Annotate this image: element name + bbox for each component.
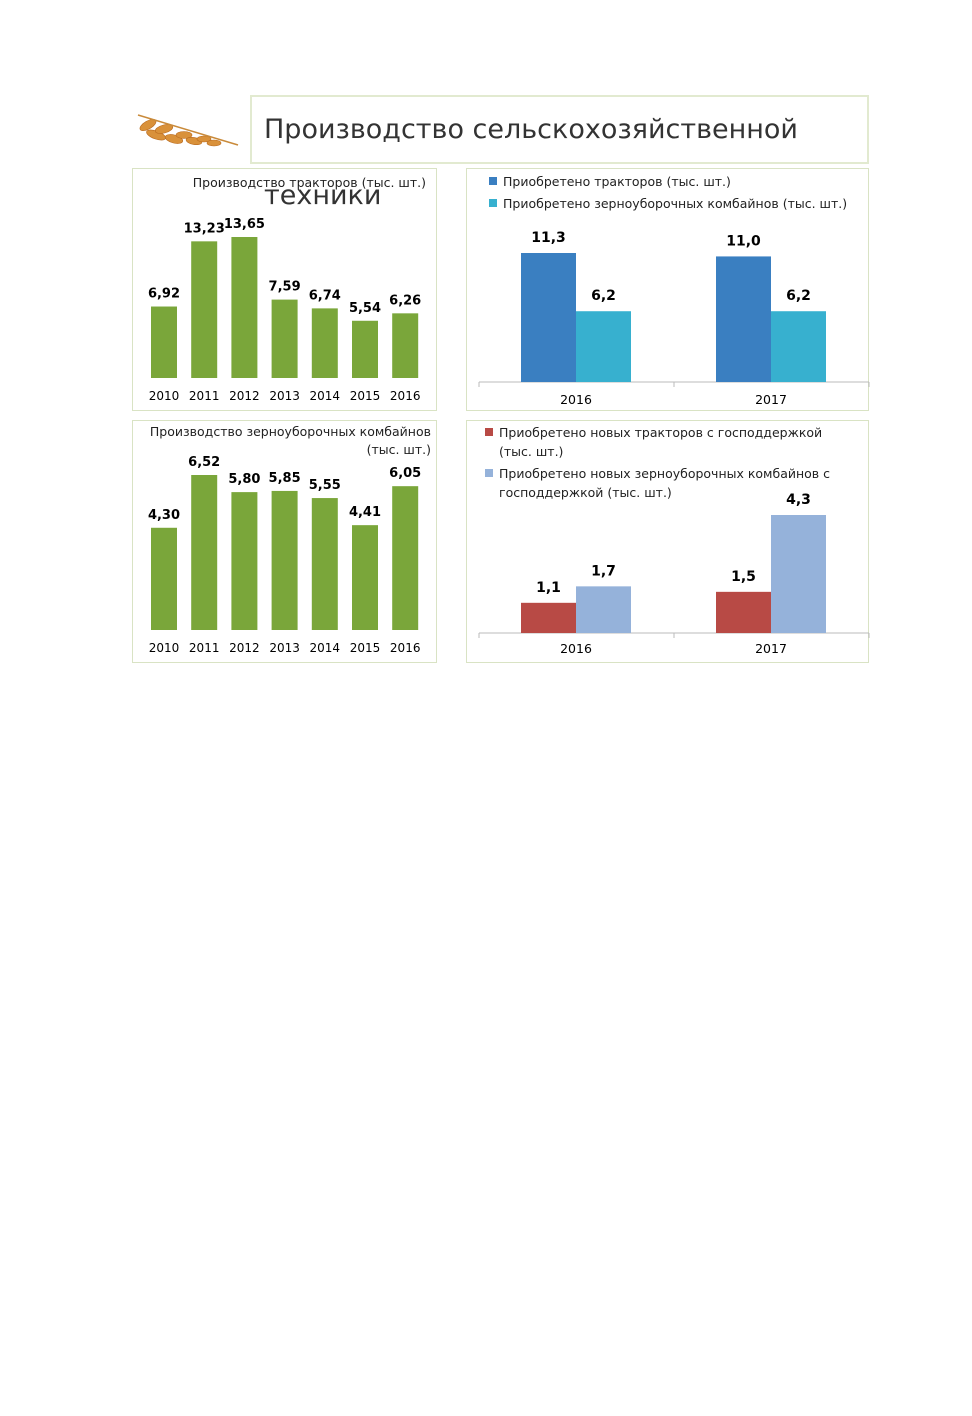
bar	[231, 492, 258, 630]
value-label: 5,85	[269, 471, 301, 486]
value-label: 1,7	[591, 563, 616, 579]
x-tick-label: 2015	[350, 641, 381, 655]
legend-label: Приобретено новых зерноуборочных комбайн…	[499, 466, 831, 500]
value-label: 5,54	[349, 301, 381, 316]
chart: 4,30 2010 6,52 2011 5,80 2012 5,85 2013 5,55 2014…	[148, 455, 421, 655]
value-label: 5,80	[228, 472, 260, 487]
value-label: 1,5	[731, 569, 756, 585]
bar	[191, 475, 218, 630]
x-tick-label: 2016	[390, 641, 421, 655]
legend-label: Приобретено новых тракторов с господдерж…	[499, 425, 823, 459]
legend-item: Приобретено новых зерноуборочных комбайн…	[485, 464, 830, 502]
bar	[716, 591, 771, 633]
bar	[521, 253, 576, 382]
x-tick-label: 2016	[560, 641, 592, 656]
bar	[521, 602, 576, 633]
x-tick-label: 2017	[755, 392, 787, 407]
value-label: 13,23	[184, 221, 225, 236]
chart-panel: 6,92 2010 13,23 2011 13,65 2012 7,59 2013 6,74 20…	[132, 168, 437, 411]
bar	[271, 299, 298, 378]
bar	[151, 306, 177, 378]
value-label: 6,2	[786, 288, 811, 304]
chart: 6,92 2010 13,23 2011 13,65 2012 7,59 2013 6,74 20…	[148, 217, 421, 403]
value-label: 4,41	[349, 505, 381, 520]
value-label: 4,30	[148, 508, 180, 523]
wheat-icon	[137, 114, 239, 147]
value-label: 6,74	[309, 288, 341, 303]
legend-item: Приобретено зерноуборочных комбайнов (ты…	[489, 194, 864, 213]
x-tick-label: 2013	[269, 641, 300, 655]
bar	[392, 313, 419, 378]
bar	[392, 486, 419, 630]
value-label: 6,92	[148, 287, 180, 302]
chart-panel: 4,30 2010 6,52 2011 5,80 2012 5,85 2013 5,55 2014…	[132, 420, 437, 663]
bar	[271, 490, 298, 630]
page-title: Производство сельскохозяйственной техник…	[250, 95, 869, 211]
x-tick-label: 2014	[310, 641, 341, 655]
bar	[311, 498, 338, 630]
chart-title: Производство зерноуборочных комбайнов (т…	[149, 424, 431, 457]
value-label: 5,55	[309, 478, 341, 493]
bar	[191, 241, 218, 378]
x-tick-label: 2014	[310, 389, 341, 403]
value-label: 13,65	[224, 217, 265, 232]
bar	[352, 525, 378, 630]
chart-panel: 11,3 6,2 2016 11,0 6,2 2017 Приобретено тракт…	[466, 168, 870, 411]
chart-title: Производство тракторов (тыс. шт.)	[192, 175, 426, 190]
legend-swatch	[485, 428, 493, 436]
bar	[231, 237, 258, 378]
bar	[771, 311, 826, 382]
bar	[352, 320, 378, 378]
bar	[311, 308, 338, 378]
bar	[716, 256, 771, 382]
x-tick-label: 2013	[269, 389, 300, 403]
legend-item: Приобретено новых тракторов с господдерж…	[485, 423, 830, 461]
x-tick-label: 2015	[350, 389, 381, 403]
legend-swatch	[489, 199, 497, 207]
x-tick-label: 2011	[189, 389, 220, 403]
value-label: 6,2	[591, 288, 616, 304]
value-label: 11,0	[726, 233, 761, 249]
x-tick-label: 2017	[755, 641, 787, 656]
x-tick-label: 2016	[560, 392, 592, 407]
x-tick-label: 2012	[229, 389, 260, 403]
x-tick-label: 2011	[189, 641, 220, 655]
chart-panel: 1,1 1,7 2016 1,5 4,3 2017 Приобретено новых т…	[466, 420, 870, 663]
value-label: 1,1	[536, 580, 561, 596]
legend-item: Приобретено тракторов (тыс. шт.)	[489, 172, 864, 191]
x-tick-label: 2012	[229, 641, 260, 655]
x-tick-label: 2016	[390, 389, 421, 403]
legend: Приобретено тракторов (тыс. шт.) Приобрет…	[489, 172, 864, 216]
legend-label: Приобретено зерноуборочных комбайнов (ты…	[503, 196, 848, 211]
x-tick-label: 2010	[149, 641, 180, 655]
legend-swatch	[489, 177, 497, 185]
bar	[771, 515, 826, 633]
value-label: 6,05	[389, 466, 421, 481]
chart: 11,3 6,2 2016 11,0 6,2 2017	[478, 230, 870, 407]
legend-label: Приобретено тракторов (тыс. шт.)	[503, 174, 731, 189]
legend-swatch	[485, 469, 493, 477]
value-label: 6,52	[188, 455, 220, 470]
value-label: 11,3	[531, 230, 566, 246]
bar	[576, 311, 631, 382]
value-label: 4,3	[786, 492, 811, 508]
chart: 1,1 1,7 2016 1,5 4,3 2017	[478, 492, 870, 656]
bar	[576, 586, 631, 633]
x-tick-label: 2010	[149, 389, 180, 403]
value-label: 7,59	[269, 280, 301, 295]
value-label: 6,26	[389, 293, 421, 308]
legend: Приобретено новых тракторов с господдерж…	[485, 423, 830, 505]
bar	[151, 527, 177, 630]
